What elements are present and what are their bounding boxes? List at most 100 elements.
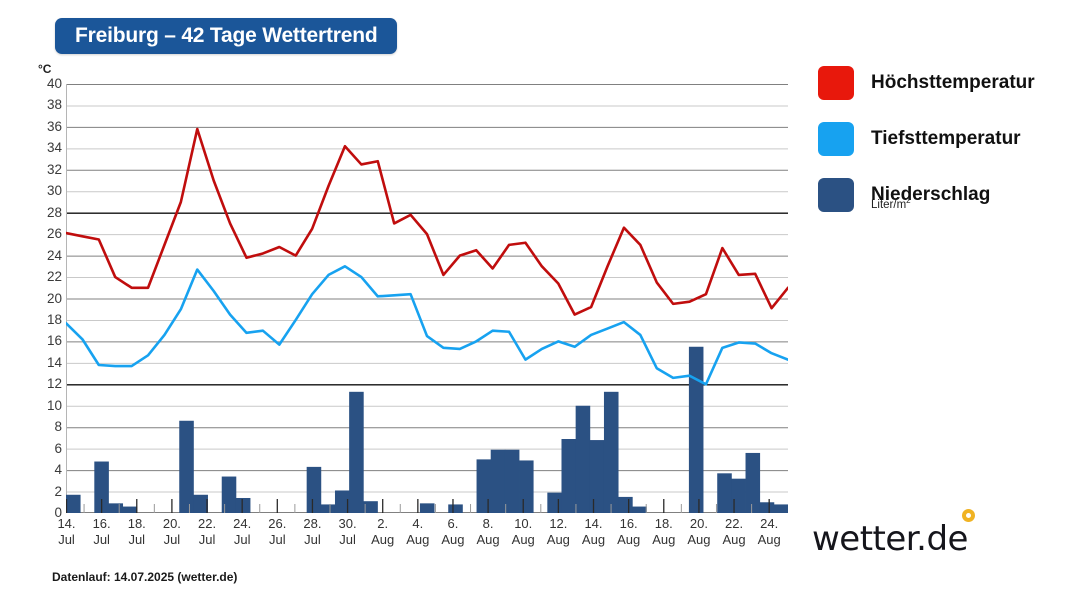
x-tick-month: Jul xyxy=(339,532,356,548)
precipitation-bar xyxy=(688,346,704,513)
legend-unit-exponent: 2 xyxy=(906,196,911,205)
series-line-höchsttemperatur xyxy=(66,127,788,316)
x-tick-month: Jul xyxy=(198,532,216,548)
legend-item-niederschlag: Niederschlag xyxy=(818,178,1068,212)
x-tick-day: 24. xyxy=(760,516,779,531)
precipitation-bar xyxy=(179,420,194,513)
x-tick-month: Jul xyxy=(268,532,286,548)
brand-dot-icon xyxy=(962,509,975,522)
legend-item-hoechsttemperatur: Höchsttemperatur xyxy=(818,66,1068,100)
precipitation-bar xyxy=(122,506,138,513)
x-axis-tick-label: 4. Aug xyxy=(398,516,438,549)
x-axis-tick-label: 22. Jul xyxy=(187,516,227,549)
precipitation-bar xyxy=(731,478,746,513)
legend-unit-text: Liter/m xyxy=(871,198,907,211)
x-axis-tick-label: 24. Aug xyxy=(749,516,789,549)
y-axis-tick-label: 34 xyxy=(46,140,62,156)
x-tick-day: 14. xyxy=(57,516,76,531)
y-axis: 0 2 4 6 8 10 12 14 16 18 20 22 24 26 28 30 32 34 36 38 40 xyxy=(28,77,62,519)
plot-region xyxy=(66,84,788,513)
x-axis-tick-label: 12. Aug xyxy=(538,516,578,549)
precipitation-bar xyxy=(108,503,124,513)
brand-wordmark: wetter.de xyxy=(812,519,968,559)
precipitation-bar xyxy=(235,497,251,513)
x-tick-month: Aug xyxy=(511,532,535,548)
y-axis-tick-label: 24 xyxy=(46,247,62,263)
chart-title-badge: Freiburg – 42 Tage Wettertrend xyxy=(55,18,398,54)
precipitation-bar xyxy=(334,490,350,513)
x-tick-day: 4. xyxy=(412,516,424,531)
legend-label-niederschlag: Niederschlag xyxy=(871,184,991,205)
y-axis-tick-label: 8 xyxy=(54,419,62,435)
x-axis-tick-label: 24. Jul xyxy=(222,516,262,549)
x-tick-day: 30. xyxy=(338,516,357,531)
precipitation-bar xyxy=(717,473,732,513)
x-tick-day: 14. xyxy=(584,516,603,531)
y-axis-tick-label: 16 xyxy=(46,333,62,349)
x-axis-tick-label: 22. Aug xyxy=(714,516,754,549)
precipitation-bar xyxy=(193,494,208,513)
x-axis-tick-label: 30. Jul xyxy=(328,516,368,549)
x-axis-tick-label: 20. Jul xyxy=(152,516,192,549)
x-axis-tick-label: 16. Aug xyxy=(609,516,649,549)
x-tick-day: 18. xyxy=(127,516,146,531)
precipitation-bar xyxy=(773,504,788,513)
x-tick-day: 8. xyxy=(482,516,494,531)
x-tick-month: Jul xyxy=(128,532,146,548)
x-tick-month: Aug xyxy=(441,532,465,548)
x-axis-tick-label: 6. Aug xyxy=(433,516,473,549)
x-axis-tick-label: 26. Jul xyxy=(257,516,297,549)
x-axis-tick-label: 2. Aug xyxy=(363,516,403,549)
y-axis-tick-label: 4 xyxy=(54,462,62,478)
precipitation-bar xyxy=(476,459,492,513)
precipitation-bar xyxy=(589,440,605,513)
y-axis-tick-label: 30 xyxy=(46,183,62,199)
x-tick-day: 22. xyxy=(197,516,217,531)
x-tick-day: 16. xyxy=(92,516,111,531)
y-axis-tick-label: 12 xyxy=(46,376,62,392)
y-axis-tick-label: 20 xyxy=(46,290,62,306)
x-tick-month: Aug xyxy=(476,532,500,548)
precipitation-bar xyxy=(632,506,647,513)
x-axis-tick-label: 16. Jul xyxy=(82,516,122,549)
plot-svg xyxy=(66,84,788,513)
y-axis-tick-label: 28 xyxy=(46,204,62,220)
x-tick-day: 20. xyxy=(689,516,708,531)
legend-label-tiefsttemperatur: Tiefsttemperatur xyxy=(871,128,1021,149)
precipitation-bar xyxy=(504,449,520,513)
x-tick-day: 10. xyxy=(514,516,533,531)
precipitation-bar xyxy=(419,503,435,513)
legend-unit-liter-per-m2: Liter/m2 xyxy=(871,196,1068,211)
y-axis-tick-label: 36 xyxy=(46,118,62,134)
x-tick-month: Aug xyxy=(652,532,676,548)
x-tick-month: Aug xyxy=(546,532,570,548)
x-tick-month: Aug xyxy=(581,532,606,548)
x-tick-day: 22. xyxy=(724,516,744,531)
x-tick-month: Aug xyxy=(617,532,641,548)
x-tick-month: Aug xyxy=(371,532,395,548)
y-axis-tick-label: 22 xyxy=(46,269,62,285)
precipitation-bar xyxy=(94,461,109,513)
x-tick-month: Jul xyxy=(58,532,75,548)
x-axis-tick-label: 18. Jul xyxy=(117,516,157,549)
precipitation-bar xyxy=(561,439,577,513)
precipitation-bar xyxy=(618,496,633,513)
x-tick-day: 26. xyxy=(268,516,287,531)
x-axis-tick-label: 8. Aug xyxy=(468,516,508,549)
data-run-note: Datenlauf: 14.07.2025 (wetter.de) xyxy=(52,570,238,584)
x-tick-month: Jul xyxy=(163,532,181,548)
precipitation-bar xyxy=(745,452,761,513)
chart-legend: Höchsttemperatur Tiefsttemperatur Nieder… xyxy=(818,66,1068,212)
precipitation-bar xyxy=(306,466,322,513)
x-tick-month: Jul xyxy=(233,532,251,548)
precipitation-bar xyxy=(349,391,364,513)
blue-square-swatch xyxy=(818,122,854,156)
precipitation-bar xyxy=(519,460,534,513)
y-axis-tick-label: 2 xyxy=(54,483,62,499)
precipitation-bar xyxy=(66,494,81,513)
x-tick-month: Jul xyxy=(93,532,110,548)
temperature-lines xyxy=(66,127,788,386)
precipitation-bar xyxy=(547,492,562,513)
x-tick-day: 18. xyxy=(654,516,673,531)
gridlines xyxy=(66,84,788,513)
